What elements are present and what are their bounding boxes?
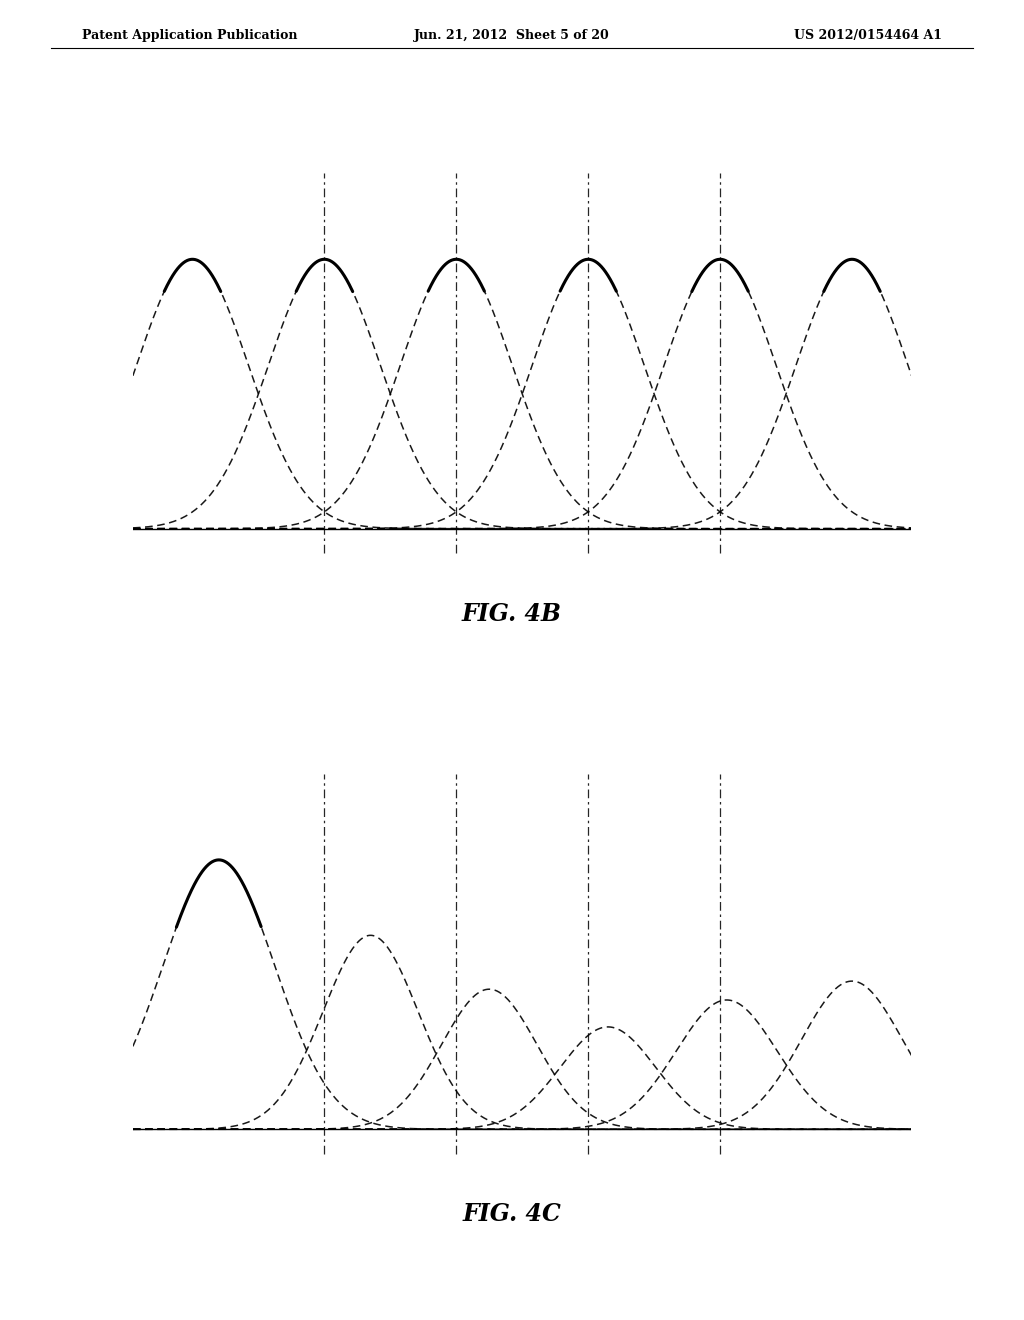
Text: FIG. 4C: FIG. 4C xyxy=(463,1203,561,1226)
Text: Patent Application Publication: Patent Application Publication xyxy=(82,29,297,42)
Text: Jun. 21, 2012  Sheet 5 of 20: Jun. 21, 2012 Sheet 5 of 20 xyxy=(414,29,610,42)
Text: FIG. 4B: FIG. 4B xyxy=(462,602,562,626)
Text: US 2012/0154464 A1: US 2012/0154464 A1 xyxy=(794,29,942,42)
